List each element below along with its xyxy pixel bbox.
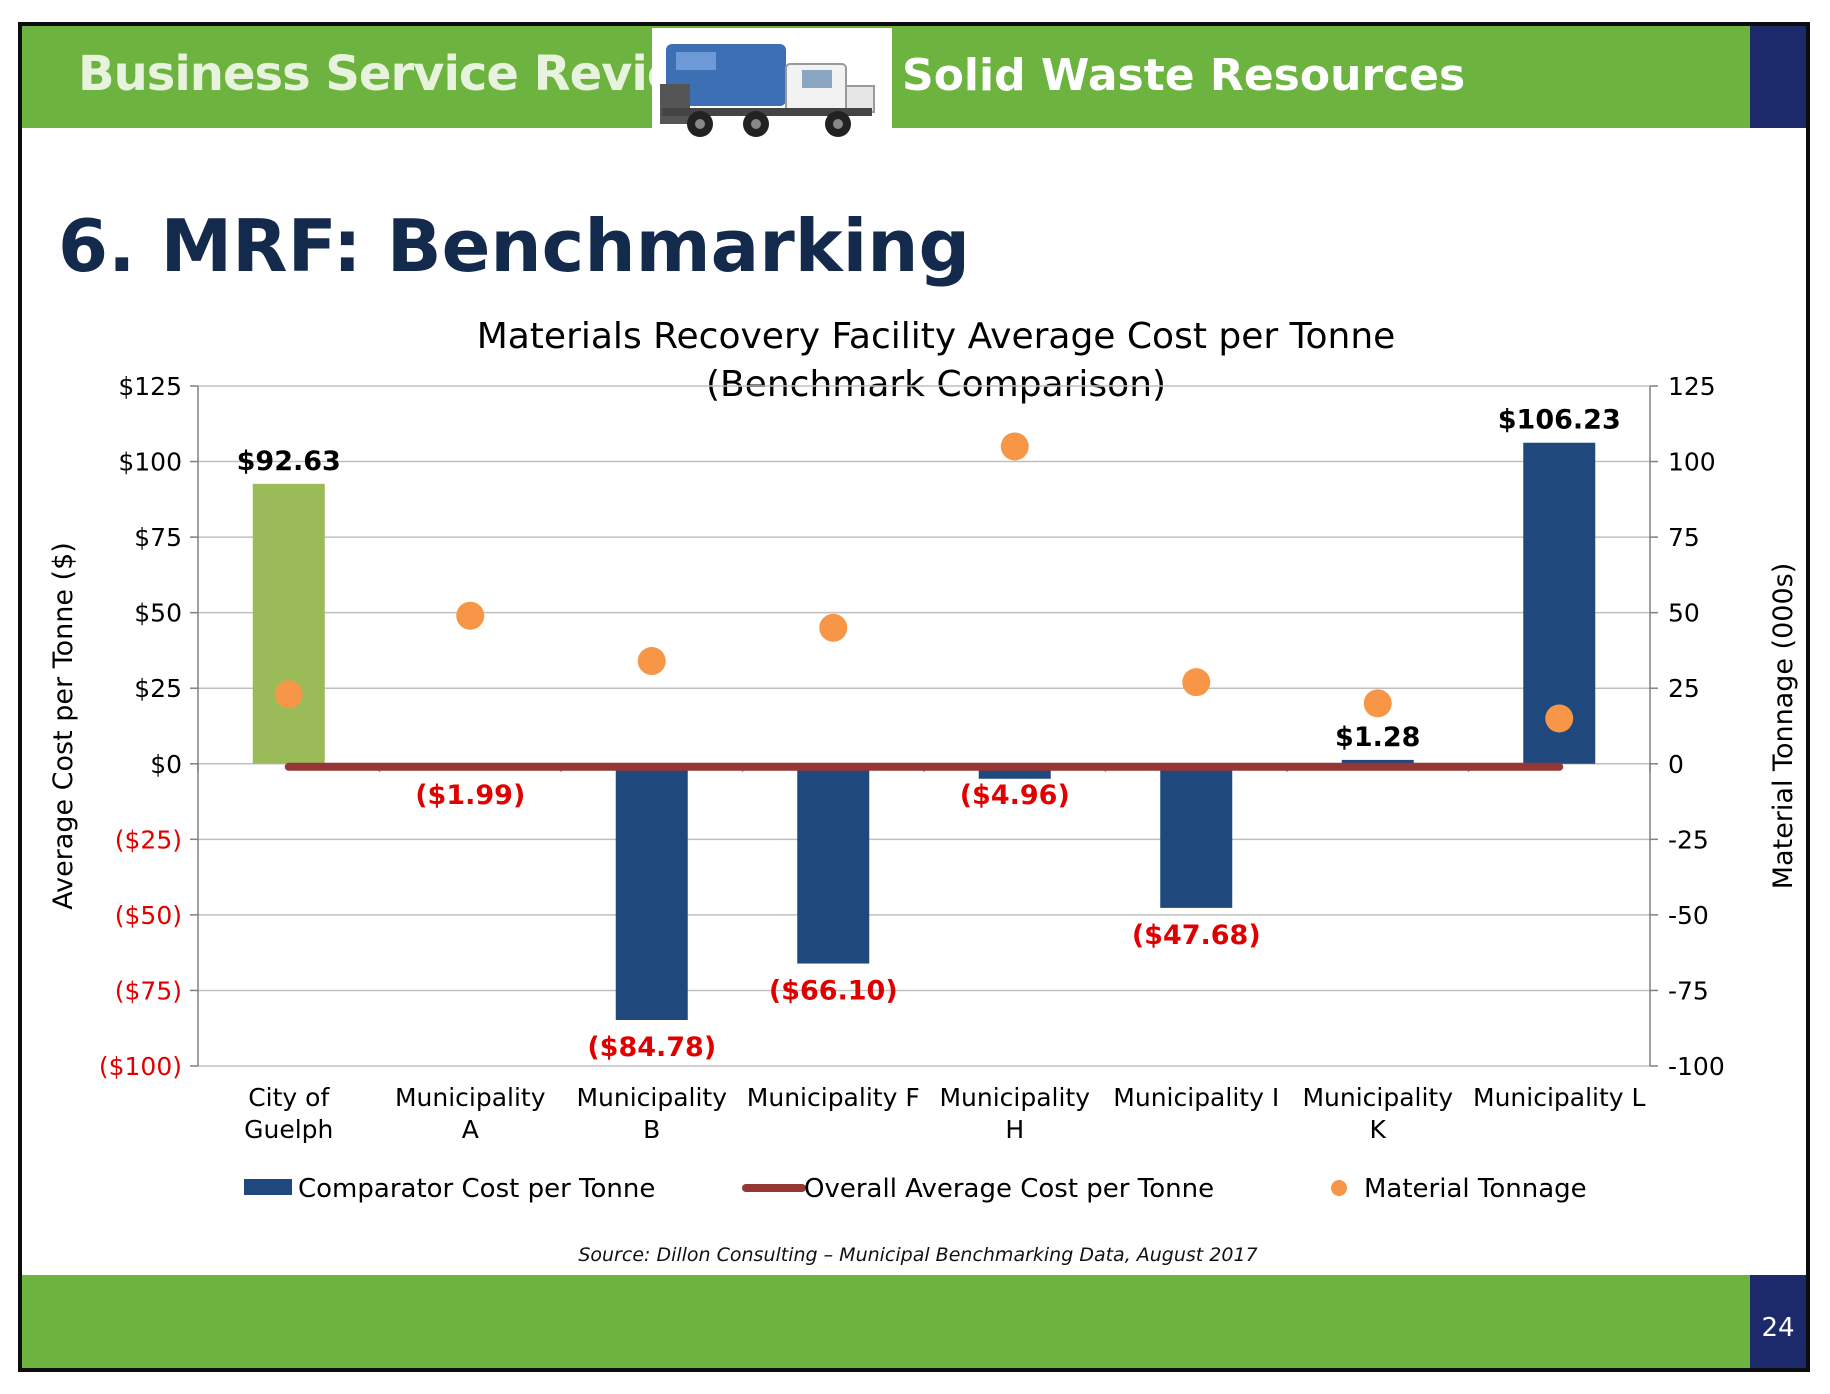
header-accent xyxy=(1750,26,1806,128)
tonnage-point xyxy=(456,601,485,630)
y2-tick-label: 75 xyxy=(1668,523,1700,552)
x-tick-label: B xyxy=(643,1115,660,1144)
bar-comparator xyxy=(797,763,870,964)
garbage-truck-icon xyxy=(652,28,892,146)
y2-tick-label: -75 xyxy=(1668,976,1709,1005)
x-tick-label: Municipality xyxy=(395,1083,546,1112)
header-subtitle: Solid Waste Resources xyxy=(902,50,1466,101)
x-tick-label: A xyxy=(462,1115,479,1144)
x-tick-label: City of xyxy=(248,1083,330,1112)
y2-tick-label: 25 xyxy=(1668,674,1700,703)
tonnage-point xyxy=(819,613,848,642)
x-tick-label: Municipality xyxy=(939,1083,1090,1112)
y-tick-label: ($75) xyxy=(115,976,182,1005)
y2-tick-label: -25 xyxy=(1668,825,1709,854)
x-tick-label: Guelph xyxy=(244,1115,333,1144)
tonnage-point xyxy=(1000,432,1029,461)
y-tick-label: $0 xyxy=(150,750,182,779)
y2-tick-label: -100 xyxy=(1668,1052,1725,1081)
x-tick-label: Municipality xyxy=(1302,1083,1453,1112)
y-tick-label: $50 xyxy=(134,599,182,628)
bar-comparator xyxy=(1341,759,1414,764)
legend-label-comparator: Comparator Cost per Tonne xyxy=(298,1174,655,1204)
y-tick-label: ($100) xyxy=(99,1052,182,1081)
y-tick-label: $75 xyxy=(134,523,182,552)
bar-data-label: ($66.10) xyxy=(769,976,898,1007)
bar-comparator xyxy=(615,763,688,1021)
y-tick-label: $125 xyxy=(118,372,182,401)
bar-data-label: ($47.68) xyxy=(1132,920,1261,951)
bar-data-label: ($1.99) xyxy=(415,780,525,811)
legend-swatch-tonnage xyxy=(1331,1180,1347,1196)
y-tick-label: $100 xyxy=(118,448,182,477)
y-axis-title: Average Cost per Tonne ($) xyxy=(48,542,79,910)
page-number: 24 xyxy=(1761,1313,1795,1343)
x-tick-label: H xyxy=(1005,1115,1024,1144)
bar-comparator xyxy=(1160,763,1233,908)
tonnage-point xyxy=(1363,689,1392,718)
bar-data-label: ($4.96) xyxy=(960,780,1070,811)
y2-tick-label: -50 xyxy=(1668,901,1709,930)
x-tick-label: Municipality xyxy=(576,1083,727,1112)
bar-data-label: $1.28 xyxy=(1335,722,1420,753)
bar-data-label: $106.23 xyxy=(1498,405,1621,436)
header-title: Business Service Review xyxy=(78,46,723,102)
x-tick-label: K xyxy=(1370,1115,1387,1144)
tonnage-point xyxy=(1545,704,1574,733)
y-tick-label: ($25) xyxy=(115,825,182,854)
x-tick-label: Municipality I xyxy=(1113,1083,1279,1112)
y-tick-label: $25 xyxy=(134,674,182,703)
benchmark-chart: Materials Recovery Facility Average Cost… xyxy=(48,316,1799,1204)
footer-accent xyxy=(1750,1275,1806,1368)
bar-data-label: $92.63 xyxy=(237,446,341,477)
bar-data-label: ($84.78) xyxy=(587,1032,716,1063)
tonnage-point xyxy=(637,647,666,676)
legend-label-average: Overall Average Cost per Tonne xyxy=(804,1174,1214,1204)
y2-tick-label: 125 xyxy=(1668,372,1716,401)
tonnage-point xyxy=(1182,668,1211,697)
bar-guelph xyxy=(252,483,325,764)
source-note: Source: Dillon Consulting – Municipal Be… xyxy=(578,1244,1258,1266)
y2-tick-label: 100 xyxy=(1668,448,1716,477)
y2-tick-label: 0 xyxy=(1668,750,1684,779)
chart-title: Materials Recovery Facility Average Cost… xyxy=(477,316,1396,357)
x-tick-label: Municipality F xyxy=(747,1083,920,1112)
tonnage-point xyxy=(274,680,303,709)
footer-bar xyxy=(22,1275,1750,1368)
x-tick-label: Municipality L xyxy=(1473,1083,1646,1112)
chart-subtitle: (Benchmark Comparison) xyxy=(706,364,1166,405)
legend-swatch-comparator xyxy=(244,1179,292,1195)
y2-tick-label: 50 xyxy=(1668,599,1700,628)
page-title: 6. MRF: Benchmarking xyxy=(58,204,971,288)
y2-axis-title: Material Tonnage (000s) xyxy=(1768,563,1799,889)
slide: Business Service Review Solid Waste Reso… xyxy=(18,22,1810,1372)
y-tick-label: ($50) xyxy=(115,901,182,930)
legend-label-tonnage: Material Tonnage xyxy=(1364,1174,1587,1204)
